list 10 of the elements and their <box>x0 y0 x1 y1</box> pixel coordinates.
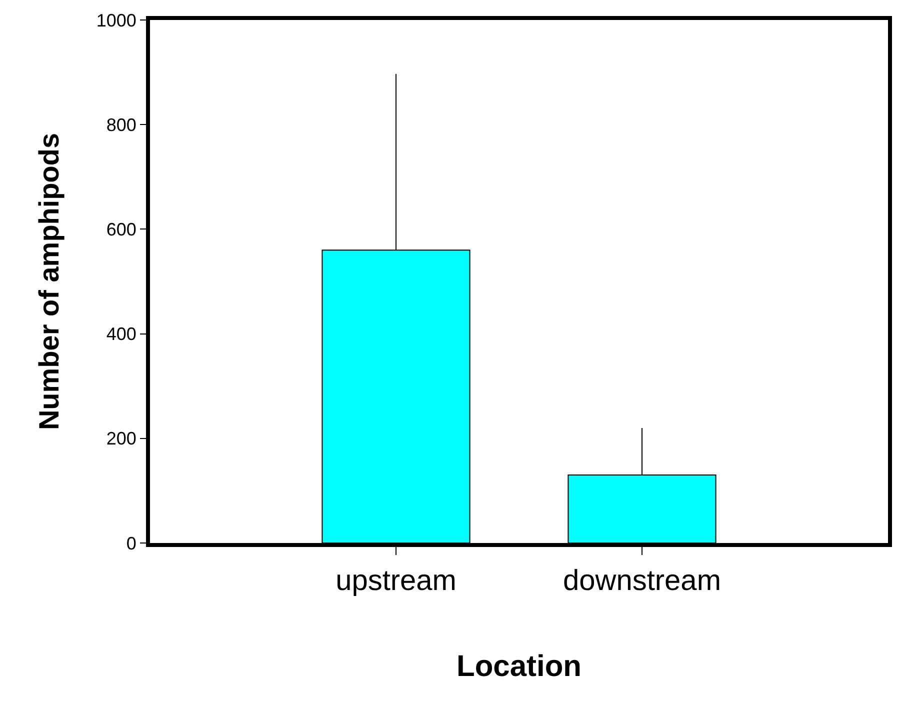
y-tick-label: 400 <box>106 324 136 344</box>
y-tick-label: 1000 <box>96 10 136 30</box>
y-tick-label: 200 <box>106 428 136 449</box>
x-tick-label: upstream <box>336 564 456 597</box>
x-tick-label: downstream <box>563 564 721 597</box>
y-tick-label: 800 <box>106 114 136 135</box>
y-tick-label: 600 <box>106 220 136 240</box>
y-tick-label: 0 <box>126 533 136 554</box>
y-axis-title: Number of amphipods <box>34 132 65 430</box>
x-axis-title: Location <box>456 650 582 683</box>
